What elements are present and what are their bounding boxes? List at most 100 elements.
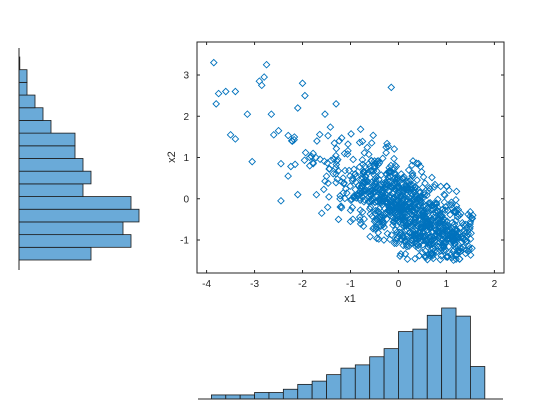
scatter-point [397, 170, 406, 178]
x-tick-label: 0 [396, 279, 402, 290]
scatter-point [391, 200, 400, 209]
scatter-point [367, 178, 376, 187]
scatter-point [257, 81, 266, 90]
scatter-point [209, 58, 218, 67]
scatter-point [366, 167, 375, 175]
scatter-point [426, 200, 434, 209]
scatter-point [293, 190, 302, 199]
scatter-point [397, 215, 405, 224]
scatter-point [402, 242, 411, 251]
x2-histogram-bar [18, 81, 28, 96]
scatter-point [243, 110, 252, 119]
scatter-point [418, 229, 427, 237]
scatter-point [374, 228, 383, 237]
scatter-point [355, 138, 364, 147]
scatter-point [349, 215, 357, 224]
scatter-point [369, 167, 378, 175]
scatter-point [460, 227, 469, 236]
scatter-point [389, 182, 398, 190]
scatter-point [447, 250, 455, 259]
scatter-point [375, 159, 384, 167]
scatter-point [395, 193, 403, 201]
bottom-histogram [198, 307, 503, 400]
scatter-point [284, 131, 293, 140]
scatter-point [348, 203, 357, 212]
scatter-point [291, 160, 299, 169]
scatter-point [369, 131, 378, 140]
scatter-point [231, 87, 240, 96]
scatter-point [309, 159, 318, 168]
scatter-point [401, 250, 410, 258]
scatter-point [342, 189, 351, 197]
scatter-point [329, 155, 338, 163]
scatter-point [409, 157, 417, 165]
scatter-point [348, 176, 357, 185]
scatter-point [313, 137, 321, 145]
x-tick-label: -2 [298, 279, 307, 290]
scatter-point [382, 143, 390, 152]
scatter-point [405, 207, 413, 216]
scatter-point [466, 251, 475, 259]
scatter-point [378, 193, 387, 201]
scatter-point [397, 228, 406, 237]
x1-histogram-bar [369, 356, 385, 400]
scatter-point [372, 192, 381, 201]
x2-histogram-bar [18, 246, 92, 261]
scatter-point [377, 171, 386, 179]
scatter-point [463, 228, 471, 237]
scatter-point [394, 182, 403, 191]
x1-histogram-bar [282, 388, 299, 400]
scatter-point [450, 225, 459, 234]
scatter-point [431, 218, 440, 226]
scatter-point [466, 220, 474, 228]
scatter-point [407, 220, 416, 229]
scatter-point [465, 244, 474, 253]
scatter-point [431, 180, 439, 189]
scatter-point [375, 214, 384, 223]
scatter-point [355, 163, 364, 171]
scatter-point [384, 173, 392, 182]
scatter-point [409, 206, 418, 215]
scatter-point [415, 194, 423, 203]
scatter-point [301, 91, 309, 100]
scatter-point [452, 201, 461, 210]
scatter-point [424, 243, 432, 252]
scatter-point [374, 184, 382, 192]
scatter-point [307, 152, 316, 161]
scatter-point [441, 206, 450, 214]
scatter-point [376, 222, 385, 231]
scatter-point [438, 235, 447, 243]
scatter-point [374, 157, 382, 165]
scatter-point [449, 256, 458, 265]
scatter-point [385, 169, 393, 177]
scatter-point [376, 181, 384, 189]
scatter-point [387, 182, 396, 191]
x-tick-label: -3 [250, 279, 259, 290]
scatter-point [274, 126, 283, 135]
scatter-point [468, 211, 477, 220]
scatter-point [443, 221, 452, 230]
scatter-point [389, 201, 397, 210]
scatter-point [329, 169, 338, 178]
scatter-point [408, 172, 417, 180]
scatter-point [396, 200, 405, 209]
scatter-point [378, 154, 387, 163]
x1-histogram-bar [210, 394, 227, 400]
scatter-point [439, 240, 447, 249]
scatter-point [361, 178, 370, 187]
scatter-point [325, 193, 333, 201]
scatter-point [441, 223, 450, 231]
scatter-point [352, 178, 360, 187]
y-tick-label: 2 [183, 112, 189, 123]
scatter-point [420, 212, 429, 221]
scatter-point [326, 123, 335, 131]
scatter-point [248, 157, 257, 166]
scatter-point [439, 246, 448, 255]
scatter-point [391, 226, 400, 234]
scatter-point [277, 196, 285, 205]
x1-histogram-bar [455, 315, 471, 400]
scatter-point [332, 100, 340, 108]
scatter-point [416, 192, 425, 201]
x1-histogram-bar [470, 366, 486, 400]
x1-histogram-bar [383, 348, 399, 400]
